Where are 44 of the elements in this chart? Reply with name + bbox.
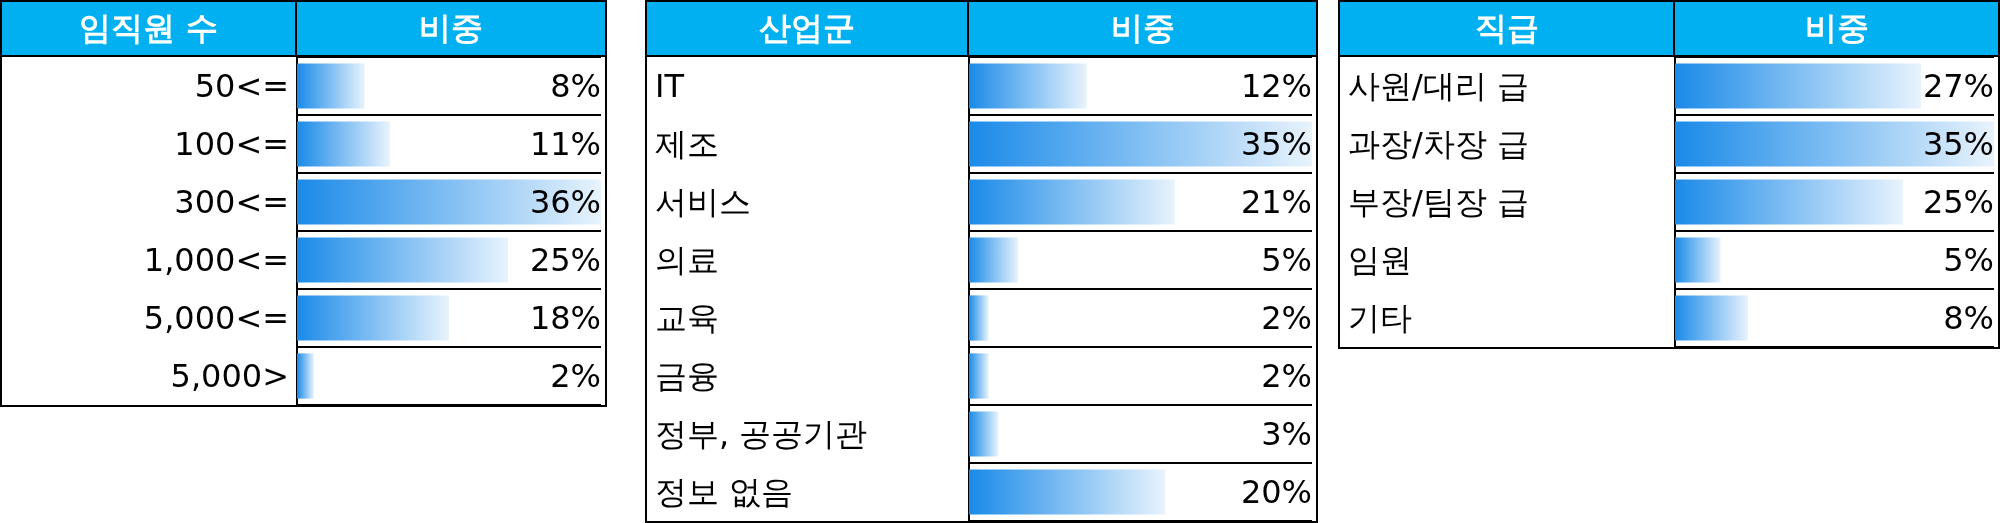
y-tick-label: 정부, 공공기관 [655, 415, 868, 453]
y-axis-title: 산업군 [647, 2, 969, 55]
y-tick-label: 사원/대리 급 [1348, 67, 1529, 105]
data-label: 18% [529, 299, 601, 337]
y-tick-label: 1,000<= [143, 241, 289, 279]
y-tick-label: IT [655, 67, 685, 105]
data-label: 27% [1922, 67, 1994, 105]
y-tick-label: 교육 [655, 299, 719, 337]
y-tick-label: 5,000<= [143, 299, 289, 337]
data-label: 8% [1943, 299, 1994, 337]
y-axis-title: 직급 [1340, 2, 1675, 55]
y-tick-label: 과장/차장 급 [1348, 125, 1529, 163]
data-label: 12% [1240, 67, 1312, 105]
data-label: 35% [1922, 125, 1994, 163]
y-tick-label: 서비스 [655, 183, 751, 221]
x-axis-title: 비중 [1109, 7, 1176, 49]
y-tick-label: 100<= [174, 125, 289, 163]
y-tick-label: 기타 [1348, 299, 1412, 337]
y-tick-label: 300<= [174, 183, 289, 221]
y-tick-label: 부장/팀장 급 [1348, 183, 1529, 221]
data-label: 35% [1240, 125, 1312, 163]
data-label: 2% [1261, 357, 1312, 395]
x-axis-title: 비중 [1803, 7, 1870, 49]
y-tick-label: 제조 [655, 125, 719, 163]
data-label: 25% [529, 241, 601, 279]
data-label: 3% [1261, 415, 1312, 453]
y-tick-label: 5,000> [170, 357, 289, 395]
data-label: 36% [529, 183, 601, 221]
data-label: 20% [1240, 473, 1312, 511]
y-axis-title: 임직원 수 [2, 2, 297, 55]
data-label: 5% [1261, 241, 1312, 279]
y-tick-label: 임원 [1348, 241, 1412, 279]
data-label: 21% [1240, 183, 1312, 221]
y-tick-label: 정보 없음 [655, 473, 794, 511]
y-tick-label: 의료 [655, 241, 719, 279]
data-label: 11% [529, 125, 601, 163]
y-tick-label: 금융 [655, 357, 719, 395]
data-label: 25% [1922, 183, 1994, 221]
data-label: 2% [1261, 299, 1312, 337]
y-tick-label: 50<= [194, 67, 289, 105]
data-label: 2% [550, 357, 601, 395]
data-label: 8% [550, 67, 601, 105]
x-axis-title: 비중 [418, 7, 484, 49]
data-label: 5% [1943, 241, 1994, 279]
